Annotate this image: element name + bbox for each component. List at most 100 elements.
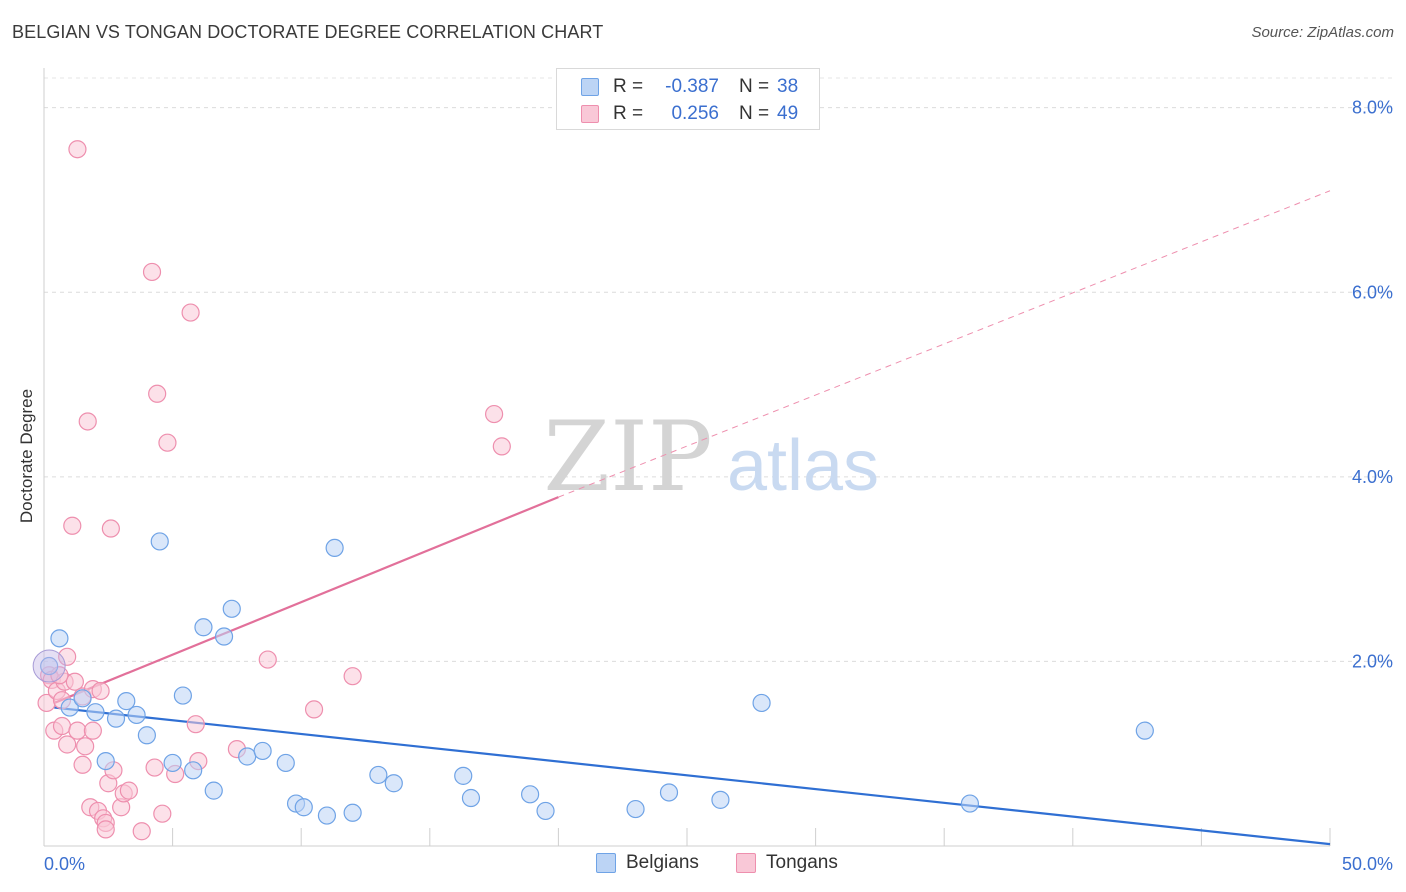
data-point-belgians <box>137 726 156 745</box>
trend-lines <box>53 190 1331 846</box>
data-point-belgians <box>50 629 69 648</box>
legend-item-tongans[interactable]: Tongans <box>736 852 838 874</box>
data-point-belgians <box>73 689 92 708</box>
data-point-belgians <box>960 794 980 813</box>
data-point-cluster <box>32 649 66 683</box>
data-point-belgians <box>106 709 126 728</box>
watermark-atlas-text: atlas <box>727 426 879 506</box>
data-point-belgians <box>369 765 388 785</box>
data-point-belgians <box>214 627 234 646</box>
legend-label-belgians: Belgians <box>626 852 699 873</box>
data-point-belgians <box>384 774 403 793</box>
data-point-belgians <box>626 799 645 819</box>
series-legend: Belgians Tongans <box>0 852 1406 878</box>
data-point-belgians <box>325 538 344 558</box>
data-point-tongans <box>101 519 120 538</box>
data-point-belgians <box>150 532 169 551</box>
data-point-belgians <box>317 806 337 825</box>
data-point-tongans <box>58 647 77 666</box>
legend-row-belgians: R = -0.387 N = 38 <box>581 74 798 100</box>
y-tick-label: 4.0% <box>1352 467 1393 487</box>
data-point-tongans <box>78 412 97 431</box>
legend-n-value: 38 <box>777 76 799 97</box>
data-point-tongans <box>58 735 77 754</box>
data-point-belgians <box>40 656 59 676</box>
data-point-tongans <box>304 700 324 719</box>
legend-r-label: R = <box>613 103 644 124</box>
watermark-zip-text: ZIP <box>543 401 712 513</box>
data-point-belgians <box>127 705 146 725</box>
legend-swatch-tongans <box>581 105 599 123</box>
axes-layer <box>43 68 1331 847</box>
chart-title: BELGIAN VS TONGAN DOCTORATE DEGREE CORRE… <box>12 22 604 42</box>
y-tick-label: 2.0% <box>1352 651 1393 671</box>
data-point-tongans <box>63 516 82 535</box>
data-point-belgians <box>711 790 730 809</box>
data-point-belgians <box>1135 721 1154 740</box>
legend-swatch-belgians <box>596 853 616 873</box>
data-point-belgians <box>276 753 295 773</box>
data-point-tongans <box>83 721 102 740</box>
data-point-tongans <box>91 681 110 701</box>
data-point-belgians <box>461 788 481 808</box>
data-point-belgians <box>96 751 115 771</box>
data-point-belgians <box>253 741 272 761</box>
data-point-belgians <box>521 785 540 804</box>
data-point-tongans <box>485 404 504 424</box>
data-point-tongans <box>186 715 205 734</box>
data-point-tongans <box>142 262 162 282</box>
data-point-belgians <box>184 761 203 780</box>
grid-layer <box>44 77 1392 662</box>
legend-row-tongans: R = 0.256 N = 49 <box>581 101 798 127</box>
data-point-tongans <box>132 822 151 841</box>
data-point-belgians <box>60 698 79 717</box>
legend-n-label: N = <box>739 103 770 124</box>
data-point-belgians <box>163 753 182 773</box>
data-point-tongans <box>52 716 72 736</box>
y-tick-label: 6.0% <box>1352 282 1393 302</box>
data-point-tongans <box>145 758 164 777</box>
data-point-tongans <box>119 781 138 800</box>
tick-labels: 2.0% 4.0% 6.0% 8.0% 0.0% 50.0% <box>44 98 1393 874</box>
data-point-tongans <box>96 820 115 839</box>
legend-swatch-tongans <box>736 853 756 873</box>
data-point-tongans <box>343 667 362 686</box>
data-point-tongans <box>158 433 177 452</box>
data-point-belgians <box>752 693 771 713</box>
x-tick-label: 50.0% <box>1342 854 1393 874</box>
data-point-belgians <box>173 686 192 705</box>
data-point-belgians <box>454 766 473 785</box>
legend-item-belgians[interactable]: Belgians <box>596 852 699 874</box>
data-point-tongans <box>76 737 95 756</box>
legend-r-value: 0.256 <box>671 103 719 124</box>
trend-line-tongans <box>53 496 559 704</box>
trend-line-tongans-dashed <box>558 190 1331 498</box>
data-point-tongans <box>68 140 87 159</box>
data-point-belgians <box>659 783 679 802</box>
data-point-belgians <box>238 747 257 766</box>
data-point-belgians <box>294 798 313 817</box>
legend-swatch-belgians <box>581 78 599 96</box>
data-point-tongans <box>492 437 511 456</box>
data-point-tongans <box>65 672 84 691</box>
data-point-belgians <box>536 801 555 821</box>
trend-line-belgians <box>54 706 1331 846</box>
watermark: ZIP atlas <box>543 401 879 513</box>
data-point-belgians <box>117 692 136 711</box>
source-label: Source: ZipAtlas.com <box>1251 24 1394 41</box>
data-point-tongans <box>148 384 167 403</box>
data-point-belgians <box>86 703 105 722</box>
legend-n-value: 49 <box>777 103 799 124</box>
data-point-tongans <box>258 650 277 669</box>
y-tick-label: 8.0% <box>1352 98 1393 118</box>
data-point-belgians <box>222 599 241 618</box>
data-point-belgians <box>343 803 362 822</box>
data-point-tongans <box>181 303 200 322</box>
legend-r-value: -0.387 <box>665 76 719 97</box>
data-point-belgians <box>194 618 213 637</box>
stats-legend: R = -0.387 N = 38 R = 0.256 N = 49 <box>556 68 820 130</box>
legend-label-tongans: Tongans <box>766 852 838 873</box>
data-point-tongans <box>68 721 87 740</box>
data-point-tongans <box>73 755 92 774</box>
